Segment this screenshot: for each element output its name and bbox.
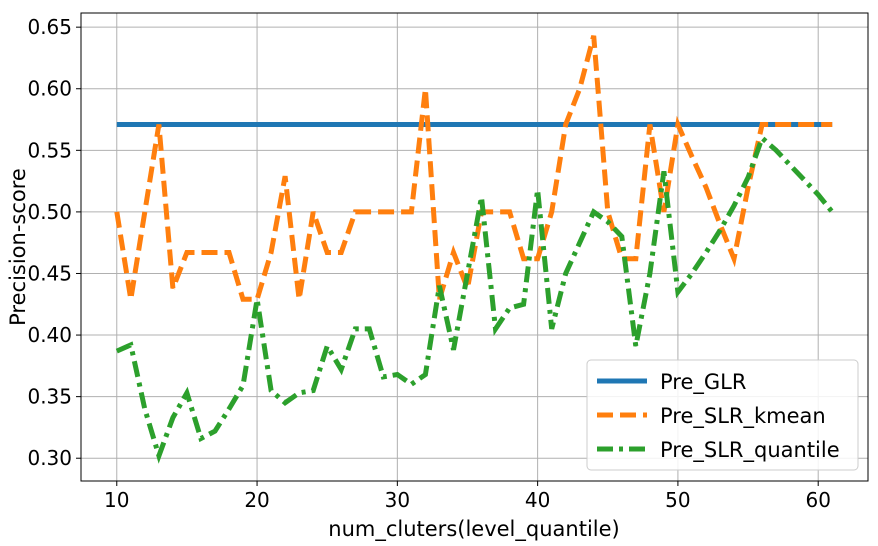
x-tick-label: 50	[665, 488, 690, 512]
y-tick-label: 0.35	[27, 385, 72, 409]
y-tick-label: 0.30	[27, 446, 72, 470]
x-axis-label: num_cluters(level_quantile)	[328, 517, 619, 542]
legend-label: Pre_GLR	[660, 370, 746, 395]
y-axis-label: Precision-score	[6, 168, 30, 326]
series-line-pre-slr-quantile	[115, 133, 835, 464]
x-tick-label: 30	[385, 488, 410, 512]
x-tick-label: 20	[244, 488, 269, 512]
x-tick-label: 60	[805, 488, 830, 512]
y-tick-label: 0.50	[27, 200, 72, 224]
axis-ticks: 10 20 30 40 50 60 0.30 0.35 0.40 0.45 0.50 0.55 0.60…	[27, 15, 830, 512]
plot-area-frame	[80, 12, 869, 482]
grid-lines	[81, 13, 868, 481]
y-tick-label: 0.65	[27, 15, 72, 39]
y-tick-label: 0.40	[27, 323, 72, 347]
series-line-pre-slr-kmean	[114, 35, 833, 302]
y-tick-label: 0.45	[27, 261, 72, 285]
legend-label: Pre_SLR_quantile	[660, 438, 840, 463]
y-tick-label: 0.55	[27, 138, 72, 162]
legend: Pre_GLR Pre_SLR_kmean Pre_SLR_quantile	[586, 359, 859, 471]
x-tick-label: 40	[525, 488, 550, 512]
legend-label: Pre_SLR_kmean	[660, 404, 826, 429]
x-tick-label: 10	[104, 488, 129, 512]
y-tick-label: 0.60	[27, 77, 72, 101]
plot-series	[114, 35, 835, 464]
legend-box	[586, 359, 859, 471]
